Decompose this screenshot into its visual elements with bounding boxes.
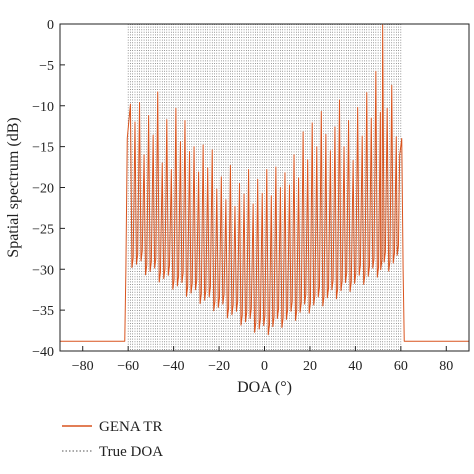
x-tick-label: 60 xyxy=(394,359,408,374)
axis-ticks: −80 −60 −40 −20 0 20 40 60 80 0 −5 −10 −15 −20 −25 −30 −… xyxy=(32,18,453,374)
legend-label-true-doa: True DOA xyxy=(99,444,163,460)
legend-label-gena-tr: GENA TR xyxy=(99,419,162,435)
x-tick-label: 20 xyxy=(303,359,317,374)
true-doa-lines xyxy=(127,24,402,351)
x-axis-label: DOA (°) xyxy=(237,379,292,396)
y-tick-label: −40 xyxy=(32,345,54,360)
y-tick-label: −30 xyxy=(32,263,54,278)
gena-tr-series xyxy=(60,24,469,342)
plot-frame xyxy=(59,23,470,352)
y-tick-label: −25 xyxy=(32,222,54,237)
x-tick-label: 40 xyxy=(348,359,362,374)
y-tick-label: −20 xyxy=(32,182,54,197)
x-tick-label: −80 xyxy=(72,359,94,374)
x-tick-label: 0 xyxy=(261,359,268,374)
gena-tr-line xyxy=(60,24,469,342)
x-tick-label: −40 xyxy=(163,359,185,374)
y-tick-label: 0 xyxy=(47,18,54,33)
y-tick-label: −5 xyxy=(39,59,54,74)
x-tick-label: −60 xyxy=(117,359,139,374)
x-tick-label: −20 xyxy=(208,359,230,374)
y-tick-label: −35 xyxy=(32,304,54,319)
y-tick-label: −15 xyxy=(32,141,54,156)
y-tick-label: −10 xyxy=(32,100,54,115)
x-tick-label: 80 xyxy=(439,359,453,374)
y-axis-label: Spatial spectrum (dB) xyxy=(5,117,22,257)
legend: GENA TR True DOA xyxy=(62,419,163,460)
